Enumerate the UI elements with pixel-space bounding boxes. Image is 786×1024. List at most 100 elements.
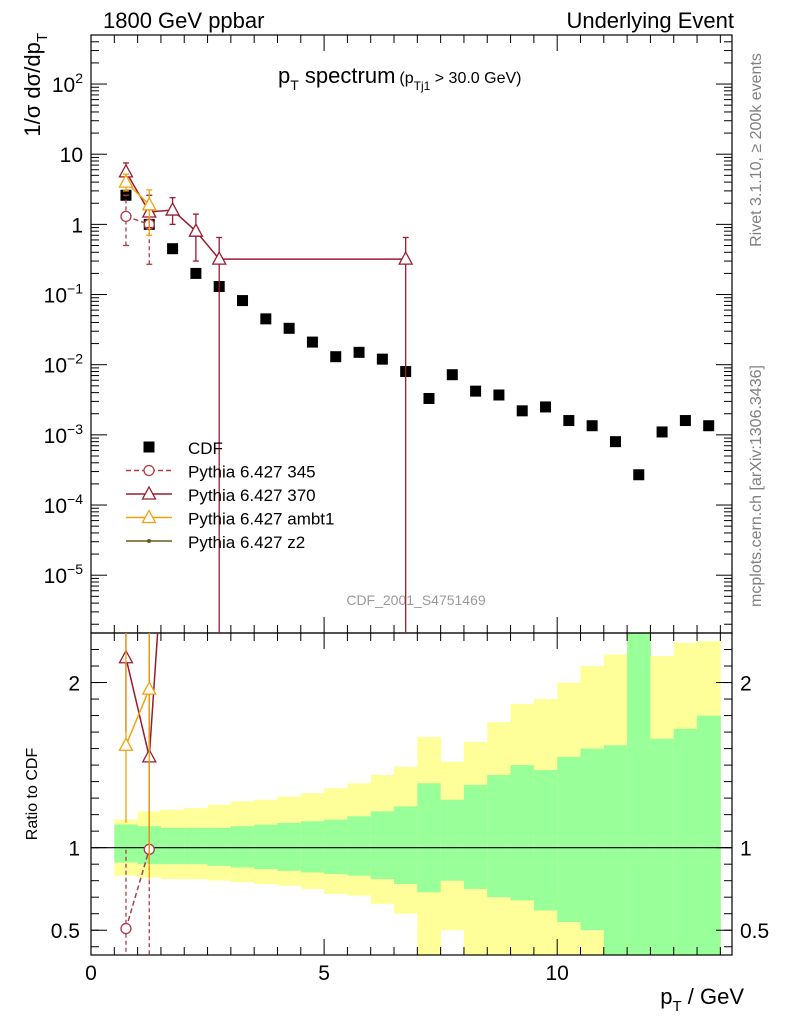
- band-green: [697, 715, 721, 955]
- band-green: [673, 728, 698, 955]
- x-axis-label: pT / GeV: [660, 984, 744, 1015]
- legend-marker: [143, 464, 155, 477]
- ratio-line: [125, 849, 150, 929]
- top-series: [118, 162, 715, 633]
- ratio-line: [125, 688, 150, 746]
- band-green: [347, 816, 372, 876]
- band-green: [580, 748, 605, 931]
- x-tick-label: 10: [546, 962, 569, 985]
- data-point: [609, 436, 621, 448]
- legend-marker: [141, 509, 157, 524]
- band-green: [160, 827, 185, 865]
- ratio-y-tick-label-right: 0.5: [740, 920, 769, 943]
- data-point: [423, 392, 435, 404]
- header-left-label: 1800 GeV ppbar: [103, 8, 265, 33]
- band-green: [557, 756, 581, 922]
- data-point: [353, 346, 365, 358]
- legend-label: Pythia 6.427 ambt1: [188, 510, 334, 529]
- data-point: [376, 353, 388, 365]
- data-point: [493, 389, 505, 401]
- data-point: [211, 250, 227, 265]
- data-point: [679, 415, 691, 427]
- data-point: [516, 405, 528, 417]
- x-tick-label: 5: [318, 962, 330, 985]
- y-tick-label: 102: [52, 70, 83, 97]
- legend-label: Pythia 6.427 370: [188, 486, 316, 505]
- band-green: [324, 819, 348, 875]
- data-point: [167, 243, 179, 255]
- band-green: [300, 821, 325, 873]
- band-green: [487, 775, 512, 898]
- data-point: [260, 313, 272, 325]
- data-point: [237, 295, 249, 307]
- band-green: [417, 783, 442, 893]
- data-point: [190, 267, 202, 279]
- y-tick-label: 10−2: [44, 351, 84, 378]
- y-tick-label: 1: [71, 214, 83, 237]
- band-green: [650, 738, 675, 955]
- ratio-bands: [114, 633, 721, 955]
- data-point: [141, 196, 157, 211]
- ratio-point: [141, 680, 157, 695]
- data-point: [398, 250, 414, 265]
- rivet-version-label: Rivet 3.1.10, ≥ 200k events: [748, 53, 765, 247]
- data-point: [703, 420, 715, 432]
- band-green: [440, 799, 465, 881]
- ratio-y-tick-label-right: 1: [740, 838, 752, 861]
- plot-title: pT spectrum (pTj1 > 30.0 GeV): [278, 63, 521, 93]
- band-green: [627, 633, 651, 955]
- ratio-point: [120, 922, 132, 935]
- data-point: [656, 426, 668, 438]
- data-point: [188, 222, 204, 237]
- ratio-y-tick-label: 0.5: [51, 920, 80, 943]
- ratio-y-tick-label: 1: [68, 838, 80, 861]
- ratio-frame: [90, 632, 733, 956]
- data-point: [164, 201, 181, 216]
- band-green: [114, 824, 139, 863]
- band-green: [463, 784, 488, 889]
- data-point: [586, 420, 598, 432]
- legend-label: Pythia 6.427 z2: [188, 533, 305, 552]
- band-green: [207, 827, 232, 866]
- y-tick-label: 10−3: [44, 421, 84, 448]
- header-right-label: Underlying Event: [566, 8, 734, 33]
- y-tick-label: 10−1: [44, 281, 84, 308]
- data-point: [563, 415, 575, 427]
- ratio-y-axis-label: Ratio to CDF: [24, 748, 41, 841]
- band-green: [184, 827, 209, 865]
- data-point: [118, 173, 134, 188]
- ratio-series: [118, 633, 159, 955]
- ratio-y-tick-label-right: 2: [740, 673, 752, 696]
- band-green: [394, 806, 418, 884]
- data-point: [470, 385, 482, 397]
- legend-marker: [143, 441, 155, 453]
- data-point: [633, 469, 645, 481]
- data-point: [306, 336, 318, 348]
- legend-label: CDF: [188, 439, 223, 458]
- source-label: mcplots.cern.ch [arXiv:1306.3436]: [748, 365, 765, 607]
- legend-label: Pythia 6.427 345: [188, 463, 316, 482]
- data-point: [283, 322, 295, 334]
- analysis-watermark: CDF_2001_S4751469: [346, 592, 486, 608]
- band-green: [510, 765, 535, 901]
- band-green: [230, 826, 255, 868]
- data-point: [540, 401, 552, 413]
- data-point: [120, 210, 132, 223]
- band-green: [254, 824, 278, 870]
- band-green: [277, 822, 302, 871]
- band-green: [370, 811, 395, 880]
- band-green: [533, 770, 558, 911]
- data-point: [330, 351, 342, 363]
- y-tick-label: 10: [60, 144, 83, 167]
- band-green: [603, 745, 628, 955]
- ratio-y-tick-label: 2: [68, 673, 80, 696]
- y-axis-label: 1/σ dσ/dpT: [20, 33, 51, 137]
- legend-marker: [147, 539, 151, 543]
- y-tick-label: 10−4: [44, 491, 84, 518]
- data-point: [446, 369, 458, 381]
- x-tick-label: 0: [85, 962, 97, 985]
- legend-marker: [141, 485, 157, 500]
- ratio-point: [118, 736, 134, 751]
- y-tick-label: 10−5: [44, 561, 84, 588]
